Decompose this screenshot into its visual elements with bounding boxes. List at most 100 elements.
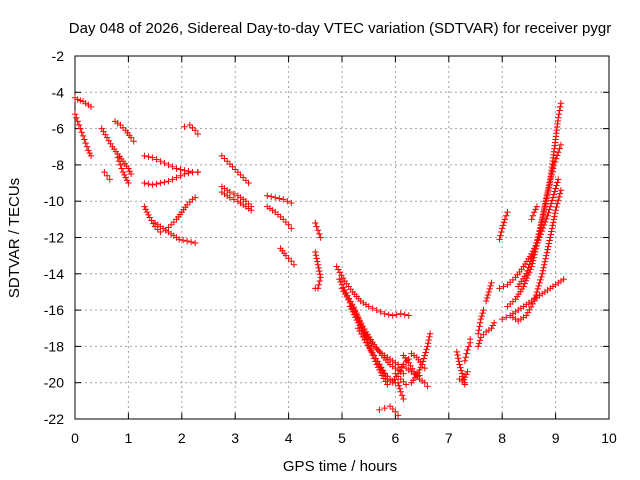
y-tick-label: -12 [44, 230, 64, 246]
data-point [527, 303, 535, 311]
data-point [545, 243, 552, 250]
data-point [462, 354, 469, 361]
data-point [77, 97, 84, 104]
data-point [498, 228, 505, 236]
data-point [85, 147, 92, 154]
data-point [349, 308, 356, 316]
series-arc-07 [141, 152, 202, 176]
data-point [337, 278, 344, 286]
data-point [480, 331, 487, 338]
data-point [161, 159, 168, 167]
data-point [536, 225, 544, 232]
data-point [381, 404, 388, 412]
data-point [552, 155, 560, 162]
data-point [555, 148, 562, 156]
data-point [234, 168, 242, 176]
data-point [186, 198, 194, 206]
data-point [425, 336, 432, 344]
data-point [368, 348, 375, 356]
data-point [547, 234, 554, 241]
data-point [79, 132, 87, 140]
data-point [316, 230, 323, 238]
data-point [418, 361, 426, 368]
data-point [177, 166, 184, 173]
data-point [165, 178, 172, 185]
data-point [169, 163, 176, 170]
data-point [490, 319, 498, 327]
y-axis-label: SDTVAR / TECUs [6, 178, 23, 298]
data-point [352, 314, 359, 321]
x-tick-label: 0 [71, 430, 79, 446]
data-point [336, 276, 343, 283]
series-arc-35 [474, 319, 498, 350]
x-tick-label: 1 [125, 430, 133, 446]
data-point [392, 408, 399, 415]
data-point [400, 395, 407, 403]
data-point [547, 231, 555, 238]
data-point [237, 171, 244, 179]
data-point [175, 236, 183, 243]
x-tick-label: 8 [498, 430, 506, 446]
data-point [242, 198, 250, 205]
data-point [531, 294, 539, 302]
series-arc-32 [456, 368, 471, 385]
series-arc-30 [394, 379, 407, 403]
data-point [183, 201, 191, 209]
data-point [141, 152, 148, 160]
data-point [523, 312, 530, 319]
data-point [551, 158, 559, 166]
series-arc-02 [71, 110, 95, 160]
data-point [461, 381, 469, 388]
data-point [119, 124, 127, 131]
y-tick-label: -22 [44, 411, 64, 427]
data-point [86, 149, 93, 157]
data-point [474, 330, 482, 337]
data-point [551, 210, 559, 217]
data-point [372, 355, 379, 362]
data-point [546, 237, 553, 244]
data-point [165, 161, 172, 169]
data-point [394, 379, 402, 386]
data-point [377, 363, 384, 371]
data-point [419, 358, 427, 365]
data-point [340, 288, 347, 295]
data-point [535, 282, 542, 290]
data-point [248, 207, 255, 214]
data-point [114, 154, 121, 161]
data-point [230, 190, 238, 198]
data-point [549, 194, 557, 201]
data-point [117, 161, 124, 169]
data-point [421, 379, 428, 386]
data-point [540, 264, 547, 271]
data-point [463, 350, 470, 357]
data-point [288, 257, 295, 265]
data-point [317, 234, 324, 241]
data-point [226, 194, 234, 201]
data-point [141, 203, 148, 210]
data-point [282, 252, 290, 259]
data-point [528, 216, 535, 223]
data-point [548, 171, 555, 179]
data-point [126, 168, 133, 175]
data-point [397, 375, 404, 383]
data-point [87, 152, 95, 160]
data-point [389, 312, 396, 319]
data-point [338, 285, 346, 292]
data-point [313, 255, 320, 262]
y-tick-labels: -2 -4 -6 -8 -10 -12 -14 -16 -18 -20 -22 [44, 48, 64, 427]
data-point [539, 212, 547, 220]
data-point [550, 191, 558, 198]
data-point [268, 193, 275, 200]
data-point [181, 170, 188, 178]
data-point [142, 206, 149, 213]
data-point [153, 180, 160, 188]
data-point [501, 216, 509, 223]
data-point [385, 311, 392, 318]
data-point [500, 283, 507, 290]
data-point [186, 121, 194, 129]
data-point [312, 248, 319, 256]
data-point [485, 288, 493, 296]
data-point [130, 138, 137, 145]
data-point [476, 337, 484, 344]
data-point [173, 165, 180, 172]
